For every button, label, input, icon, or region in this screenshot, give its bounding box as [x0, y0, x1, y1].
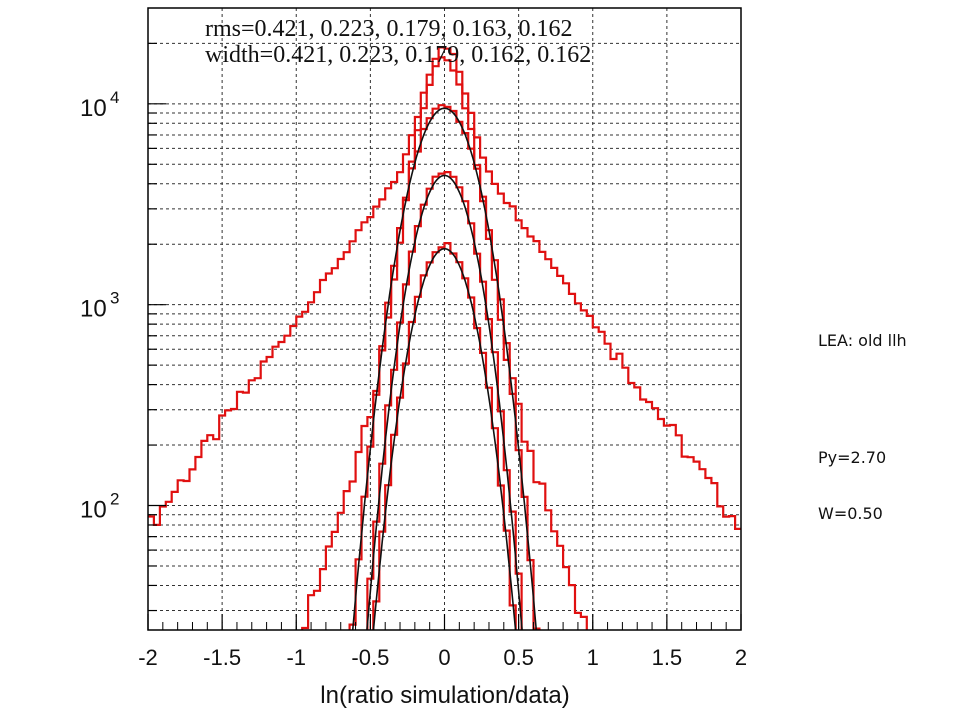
gaussian-fit-curve: [351, 107, 538, 630]
histogram-series: [348, 104, 541, 630]
chart-title-rms: rms=0.421, 0.223, 0.179, 0.163, 0.162: [205, 16, 573, 42]
y-tick-exponent: 2: [110, 490, 119, 509]
x-tick-label: 1.5: [652, 645, 683, 670]
series-layer: [148, 46, 741, 630]
x-axis-label: ln(ratio simulation/data): [320, 682, 569, 709]
y-tick-label: 10: [80, 95, 107, 122]
y-tick-exponent: 3: [110, 289, 119, 308]
histogram-series: [148, 46, 741, 530]
x-tick-label: -2: [138, 645, 158, 670]
x-tick-label: -1.5: [203, 645, 241, 670]
gaussian-fit-curve: [372, 247, 517, 630]
histogram-series: [366, 171, 523, 630]
x-tick-label: 1: [587, 645, 599, 670]
chart-title-width: width=0.421, 0.223, 0.179, 0.162, 0.162: [205, 42, 591, 68]
note-lea: LEA: old llh: [818, 331, 907, 350]
y-tick-exponent: 4: [110, 88, 119, 107]
x-tick-label: 0: [438, 645, 450, 670]
histogram-series: [372, 242, 517, 630]
histogram-series: [301, 56, 588, 630]
note-w: W=0.50: [818, 504, 883, 523]
gaussian-fit-curve: [366, 174, 523, 630]
grid: [148, 8, 741, 630]
x-tick-label: -0.5: [351, 645, 389, 670]
y-tick-label: 10: [80, 497, 107, 524]
x-tick-label: 0.5: [503, 645, 534, 670]
note-py: Py=2.70: [818, 448, 887, 467]
x-tick-label: 2: [735, 645, 747, 670]
x-tick-label: -1: [286, 645, 306, 670]
y-tick-label: 10: [80, 296, 107, 323]
ticks: [147, 42, 742, 630]
